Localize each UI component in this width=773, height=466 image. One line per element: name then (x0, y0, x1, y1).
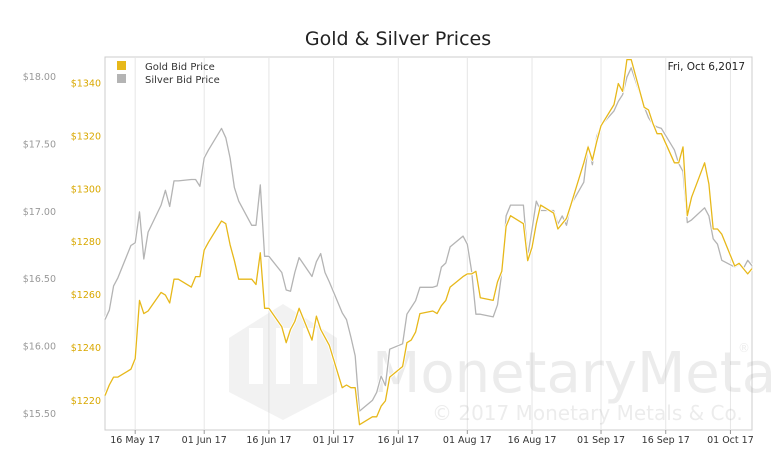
gold-axis-tick-label: $1260 (71, 290, 101, 301)
silver-axis-tick-label: $15.50 (23, 409, 56, 420)
legend-gold-label: Gold Bid Price (145, 62, 215, 73)
x-tick-label: 16 May 17 (110, 435, 160, 446)
x-tick-label: 01 Aug 17 (443, 435, 492, 446)
x-tick-label: 01 Jun 17 (182, 435, 227, 446)
legend-silver-label: Silver Bid Price (145, 75, 220, 86)
gold-axis-tick-label: $1220 (71, 396, 101, 407)
silver-axis-tick-label: $17.00 (23, 207, 56, 218)
gold-axis-tick-label: $1280 (71, 237, 101, 248)
gold-axis-tick-label: $1340 (71, 78, 101, 89)
silver-axis-tick-label: $16.00 (23, 342, 56, 353)
x-tick-label: 16 Jul 17 (377, 435, 419, 446)
axes: 16 May 17 01 Jun 17 16 Jun 17 01 Jul 17 16 J… (23, 72, 754, 446)
silver-axis-tick-label: $16.50 (23, 274, 56, 285)
watermark-copyright: © 2017 Monetary Metals & Co. (432, 401, 743, 425)
silver-axis-tick-label: $17.50 (23, 140, 56, 151)
gold-series-line (104, 58, 753, 426)
plot-frame (104, 56, 753, 431)
gold-axis-tick-label: $1300 (71, 184, 101, 195)
gold-axis-tick-label: $1240 (71, 343, 101, 354)
grid (104, 56, 753, 431)
watermark-registered: ® (738, 341, 750, 355)
x-tick-label: 01 Sep 17 (577, 435, 625, 446)
gold-axis-tick-label: $1320 (71, 131, 101, 142)
chart-title: Gold & Silver Prices (305, 28, 491, 50)
legend-gold-swatch (117, 61, 126, 70)
date-label: Fri, Oct 6,2017 (668, 61, 745, 73)
series-group (103, 58, 754, 427)
legend: Gold Bid Price Silver Bid Price (117, 61, 220, 86)
x-tick-label: 16 Aug 17 (508, 435, 557, 446)
x-tick-label: 01 Jul 17 (313, 435, 355, 446)
silver-series-line (104, 67, 753, 412)
x-tick-label: 16 Jun 17 (246, 435, 291, 446)
silver-axis-tick-label: $18.00 (23, 72, 56, 83)
x-tick-label: 01 Oct 17 (707, 435, 754, 446)
legend-silver-swatch (117, 74, 126, 83)
x-tick-label: 16 Sep 17 (642, 435, 690, 446)
